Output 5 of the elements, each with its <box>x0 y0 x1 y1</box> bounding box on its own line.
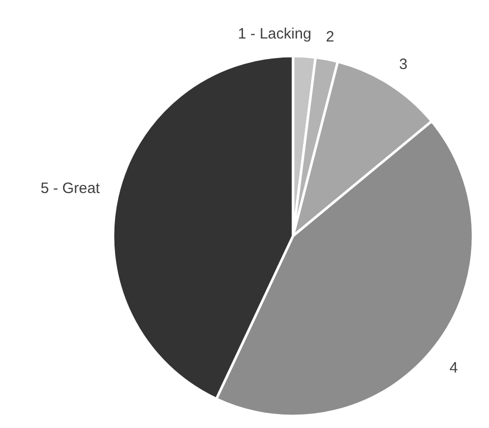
slice-label: 2 <box>326 28 334 46</box>
slice-label: 1 - Lacking <box>238 25 312 42</box>
slice-label: 4 <box>449 359 458 376</box>
slice-label: 5 - Great <box>40 180 101 197</box>
slice-label: 3 <box>399 56 408 73</box>
